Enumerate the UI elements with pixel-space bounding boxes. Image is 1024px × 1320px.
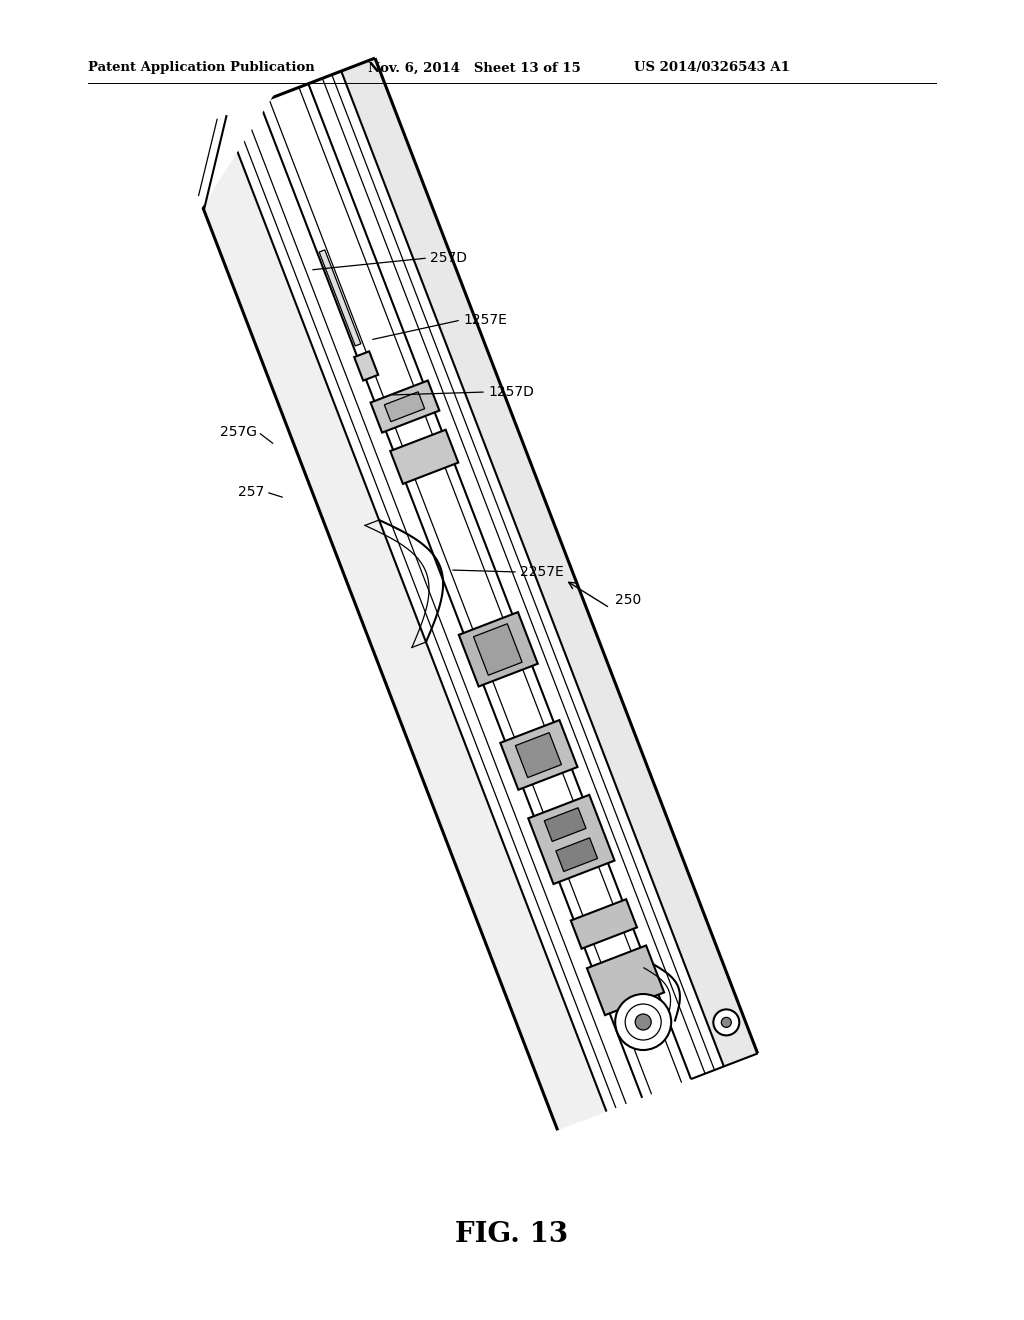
Text: 1257D: 1257D bbox=[488, 385, 534, 399]
Polygon shape bbox=[319, 249, 360, 346]
Polygon shape bbox=[175, 116, 606, 1130]
Polygon shape bbox=[528, 795, 614, 884]
Polygon shape bbox=[341, 58, 758, 1067]
Polygon shape bbox=[570, 899, 637, 949]
Polygon shape bbox=[515, 733, 561, 777]
Text: Patent Application Publication: Patent Application Publication bbox=[88, 62, 314, 74]
Polygon shape bbox=[473, 624, 522, 676]
Circle shape bbox=[635, 1014, 651, 1030]
Text: 257D: 257D bbox=[430, 251, 467, 265]
Text: FIG. 13: FIG. 13 bbox=[456, 1221, 568, 1249]
Circle shape bbox=[626, 1005, 662, 1040]
Text: 1257E: 1257E bbox=[463, 313, 507, 327]
Circle shape bbox=[721, 1018, 731, 1027]
Text: 2257E: 2257E bbox=[520, 565, 564, 579]
Circle shape bbox=[714, 1010, 739, 1035]
Polygon shape bbox=[390, 430, 459, 484]
Polygon shape bbox=[556, 838, 598, 871]
Text: Nov. 6, 2014   Sheet 13 of 15: Nov. 6, 2014 Sheet 13 of 15 bbox=[368, 62, 581, 74]
Polygon shape bbox=[384, 392, 425, 421]
Polygon shape bbox=[371, 380, 439, 433]
Polygon shape bbox=[545, 808, 586, 841]
Polygon shape bbox=[459, 612, 538, 686]
Text: 250: 250 bbox=[615, 593, 641, 607]
Text: 257G: 257G bbox=[220, 425, 257, 440]
Text: 257: 257 bbox=[238, 484, 264, 499]
Polygon shape bbox=[354, 351, 378, 380]
Polygon shape bbox=[175, 58, 758, 1130]
Polygon shape bbox=[501, 721, 578, 789]
Polygon shape bbox=[587, 945, 665, 1015]
Circle shape bbox=[615, 994, 671, 1049]
Polygon shape bbox=[169, 91, 276, 213]
Text: US 2014/0326543 A1: US 2014/0326543 A1 bbox=[634, 62, 790, 74]
